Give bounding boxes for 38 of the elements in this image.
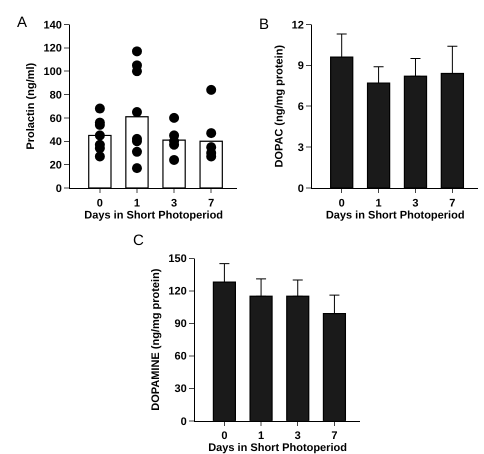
x-tick-label: 7 [208,197,214,210]
y-tick-label: 12 [292,19,304,32]
x-tick-label: 1 [258,430,264,442]
x-tick-label: 3 [412,197,419,210]
x-axis-title: Days in Short Photoperiod [84,209,224,222]
y-axis-title: DOPAC (ng/mg protein) [273,44,286,168]
x-tick-label: 1 [376,197,382,210]
y-tick-label: 80 [50,89,62,102]
y-axis-title: DOPAMINE (ng/mg protein) [150,268,162,411]
y-tick-label: 0 [56,182,62,195]
y-tick-label: 120 [44,42,62,55]
x-tick-label: 0 [338,197,345,210]
y-tick-label: 3 [298,142,304,154]
y-tick-label: 6 [298,101,304,114]
y-tick-label: 20 [50,159,62,172]
y-tick-label: 40 [50,136,62,148]
x-tick-label: 0 [221,430,228,442]
chart-title: B [259,16,270,33]
x-tick-label: 7 [449,197,456,210]
y-tick-label: 9 [298,60,304,72]
y-tick-label: 30 [174,383,187,396]
x-axis-title: Days in Short Photoperiod [208,442,347,454]
x-tick-label: 1 [134,197,140,210]
y-tick-label: 100 [44,66,62,78]
y-tick-label: 0 [298,182,304,195]
y-axis-title: Prolactin (ng/ml) [25,62,38,150]
chart-title: A [17,14,28,31]
y-tick-label: 150 [168,253,187,266]
y-tick-label: 90 [174,318,187,330]
y-tick-label: 140 [44,19,62,32]
x-tick-label: 7 [331,430,338,442]
y-tick-label: 60 [174,350,187,363]
x-tick-label: 0 [96,197,103,210]
x-axis-title: Days in Short Photoperiod [326,209,465,222]
y-tick-label: 60 [50,112,62,125]
chart-title: C [133,232,144,249]
y-tick-label: 120 [168,286,187,298]
y-tick-label: 0 [180,416,187,428]
